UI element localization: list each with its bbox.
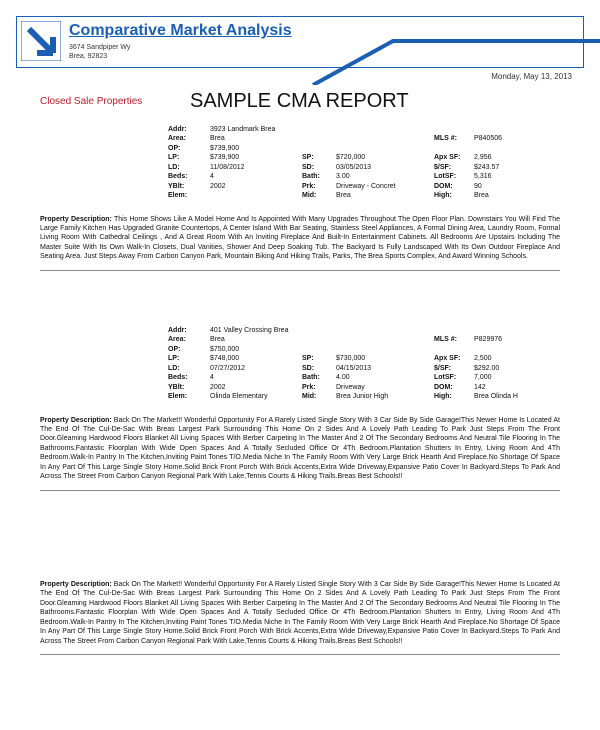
header-title: Comparative Market Analysis (69, 22, 292, 40)
listing-2: Addr:401 Valley Crossing Brea Area:BreaM… (40, 326, 560, 491)
property-description: Property Description: Back On The Market… (40, 580, 560, 655)
listing-3: Property Description: Back On The Market… (40, 566, 560, 655)
property-description: Property Description: This Home Shows Li… (40, 215, 560, 271)
listing-1: Addr:3923 Landmark Brea Area:BreaMLS #:P… (40, 125, 560, 271)
listing-fields: Addr:401 Valley Crossing Brea Area:BreaM… (168, 326, 560, 402)
section-subtitle: Closed Sale Properties (40, 96, 142, 107)
report-header: Comparative Market Analysis 3674 Sandpip… (16, 16, 584, 68)
report-date: Monday, May 13, 2013 (491, 72, 572, 81)
report-title: SAMPLE CMA REPORT (190, 90, 409, 113)
header-address: 3674 Sandpiper Wy Brea, 92823 (69, 43, 130, 61)
property-description: Property Description: Back On The Market… (40, 416, 560, 491)
arrow-icon (21, 21, 61, 61)
listing-fields: Addr:3923 Landmark Brea Area:BreaMLS #:P… (168, 125, 560, 201)
